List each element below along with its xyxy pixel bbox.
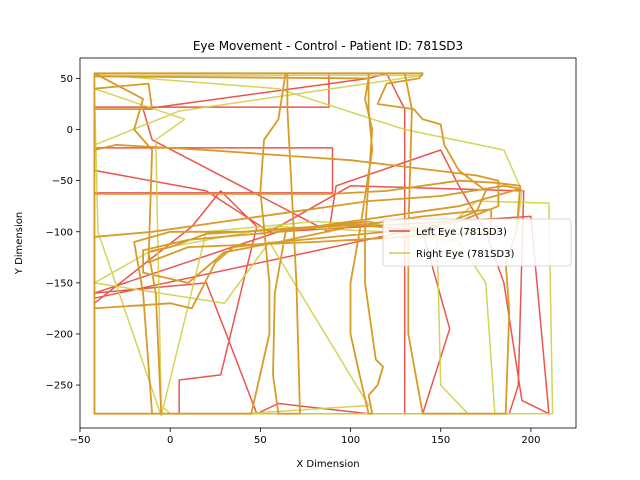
y-tick-label-0: 50 (60, 74, 73, 85)
chart-title: Eye Movement - Control - Patient ID: 781… (193, 39, 463, 53)
x-tick-label-1: 0 (167, 435, 173, 446)
x-tick-label-4: 150 (431, 435, 450, 446)
legend-box (382, 218, 572, 267)
y-tick-label-1: 0 (67, 125, 73, 136)
legend-label-left-eye: Left Eye (781SD3) (416, 227, 507, 238)
y-axis: 50 0 −50 −100 −150 −200 −250 (46, 74, 80, 392)
x-tick-label-3: 100 (341, 435, 360, 446)
x-tick-label-0: −50 (69, 435, 90, 446)
y-tick-label-5: −200 (46, 329, 73, 340)
series-line-0 (93, 72, 550, 415)
y-tick-label-4: −150 (46, 278, 73, 289)
plot-frame (79, 57, 577, 429)
x-tick-label-5: 200 (521, 435, 540, 446)
legend-label-right-eye: Right Eye (781SD3) (416, 249, 514, 260)
x-axis: −50 0 50 100 150 200 (69, 428, 540, 446)
x-axis-label: X Dimension (296, 459, 359, 470)
y-tick-label-3: −100 (46, 227, 73, 238)
x-tick-label-2: 50 (254, 435, 267, 446)
y-tick-label-6: −250 (46, 381, 73, 392)
series-line-2 (93, 72, 521, 415)
y-tick-label-2: −50 (52, 176, 73, 187)
legend: Left Eye (781SD3) Right Eye (781SD3) (382, 218, 572, 267)
y-axis-label: Y Dimension (14, 212, 25, 275)
